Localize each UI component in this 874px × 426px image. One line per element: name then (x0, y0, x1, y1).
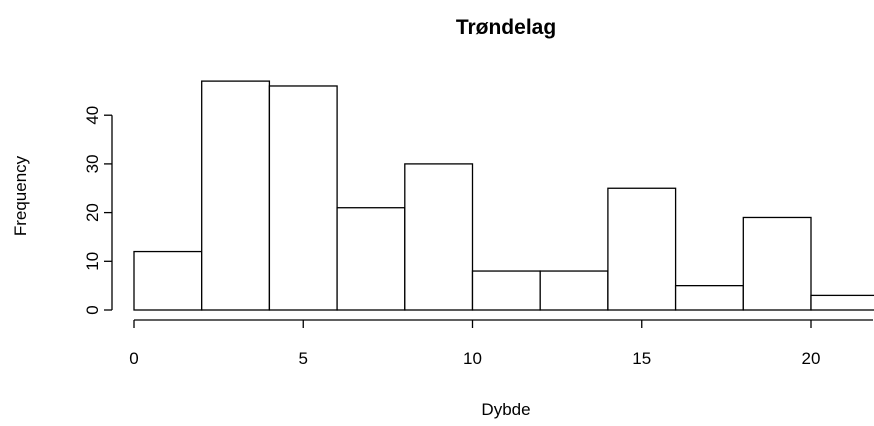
y-tick-label: 30 (83, 154, 102, 173)
histogram-bar (336, 207, 406, 311)
y-tick-label: 0 (83, 305, 102, 314)
histogram-bar (742, 216, 812, 311)
histogram-bar (674, 284, 744, 311)
x-tick-label: 15 (632, 349, 651, 368)
x-tick-label: 5 (299, 349, 308, 368)
histogram-bar (810, 294, 874, 311)
x-tick-label: 20 (802, 349, 821, 368)
histogram-bar (404, 163, 474, 311)
histogram-bar (201, 80, 271, 311)
histogram-bars (133, 80, 874, 311)
y-axis-label: Frequency (11, 155, 30, 236)
y-tick-label: 10 (83, 252, 102, 271)
y-axis: 0 10 20 30 40 (83, 106, 113, 315)
x-axis: 0 5 10 15 20 (129, 319, 873, 368)
x-axis-label: Dybde (481, 400, 530, 419)
y-tick-label: 20 (83, 203, 102, 222)
x-tick-label: 0 (129, 349, 138, 368)
x-tick-label: 10 (463, 349, 482, 368)
histogram-bar (607, 187, 677, 311)
histogram-bar (539, 270, 609, 311)
histogram-bar (471, 270, 541, 311)
histogram-bar (268, 85, 338, 311)
histogram-bar (133, 250, 203, 311)
chart-title: Trøndelag (456, 16, 556, 39)
y-tick-label: 40 (83, 106, 102, 125)
